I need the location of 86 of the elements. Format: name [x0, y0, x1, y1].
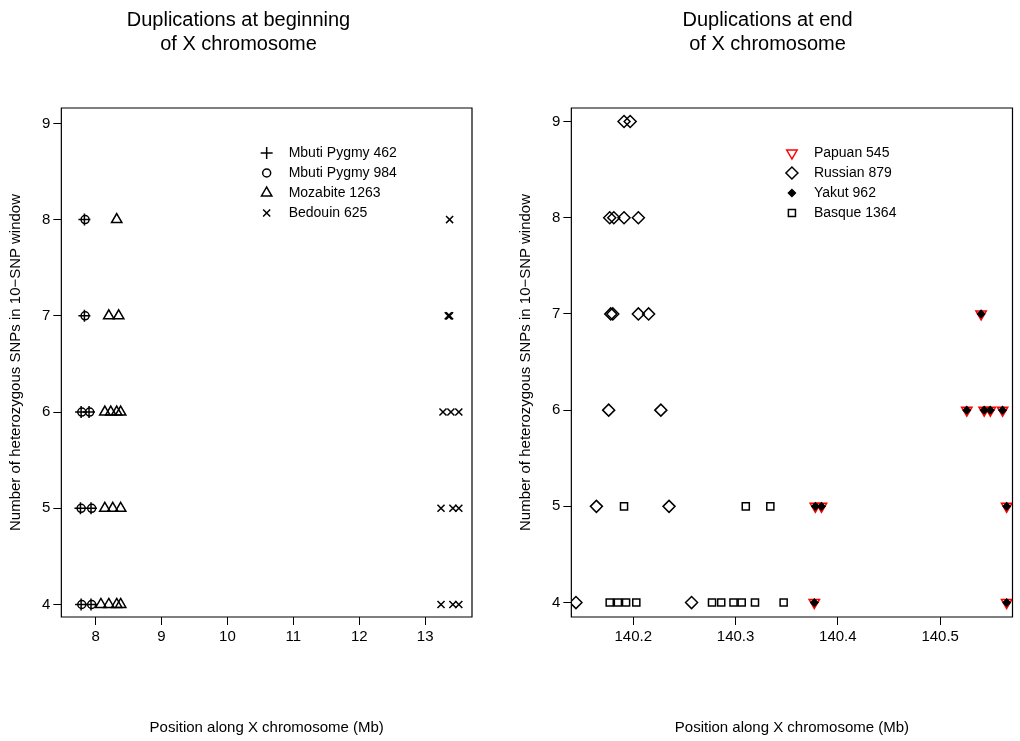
point — [601, 403, 616, 417]
point — [436, 503, 446, 513]
point — [98, 501, 111, 513]
y-tick-label: 8 — [42, 209, 51, 227]
point — [613, 598, 623, 607]
point — [438, 407, 448, 417]
point — [94, 597, 107, 609]
point — [631, 307, 646, 321]
point — [436, 600, 446, 609]
y-tick-label: 9 — [42, 113, 51, 131]
point — [729, 598, 738, 607]
x-tick-label: 8 — [91, 627, 100, 645]
point — [454, 600, 464, 609]
point — [619, 502, 629, 511]
point — [106, 501, 119, 513]
point — [684, 595, 699, 610]
point — [454, 407, 464, 417]
point — [454, 503, 464, 513]
y-tick-label: 5 — [552, 496, 561, 514]
point — [654, 403, 668, 417]
y-axis-title: Number of heterozygous SNPs in 10−SNP window — [516, 193, 534, 531]
point — [102, 309, 115, 320]
x-tick-label: 12 — [350, 627, 368, 645]
point — [112, 309, 125, 320]
point — [448, 503, 458, 513]
legend-label: Papuan 545 — [813, 143, 890, 160]
x-tick-label: 11 — [285, 627, 302, 645]
x-tick-label: 140.3 — [716, 627, 755, 645]
point — [737, 598, 746, 607]
point — [114, 597, 127, 609]
point — [741, 502, 751, 511]
legend-label: Bedouin 625 — [288, 203, 368, 220]
x-tick-label: 13 — [416, 627, 434, 645]
y-axis-title: Number of heterozygous SNPs in 10−SNP window — [6, 193, 24, 531]
point — [110, 405, 123, 416]
point — [641, 307, 656, 321]
x-tick-label: 10 — [219, 627, 236, 645]
y-tick-label: 9 — [552, 111, 561, 129]
point — [589, 499, 604, 514]
point — [617, 210, 631, 225]
point — [607, 210, 621, 225]
point — [621, 598, 631, 607]
x-tick-label: 9 — [157, 627, 166, 645]
point — [631, 210, 646, 225]
y-tick-label: 5 — [42, 498, 51, 516]
point — [779, 598, 788, 607]
x-tick-label: 140.2 — [614, 627, 653, 645]
point — [104, 405, 117, 416]
legend-label: Yakut 962 — [813, 183, 877, 200]
point — [102, 597, 115, 609]
point — [98, 405, 111, 416]
y-tick-label: 6 — [552, 400, 561, 418]
chart-title: Duplications at end of X chromosome — [682, 7, 853, 54]
point — [750, 598, 760, 607]
chart-title: Duplications at beginning of X chromosome — [126, 7, 351, 54]
point — [446, 407, 456, 417]
point — [632, 598, 641, 607]
point — [617, 114, 631, 129]
point — [114, 405, 127, 416]
x-axis-title: Position along X chromosome (Mb) — [149, 718, 384, 736]
point — [445, 215, 454, 224]
point — [707, 598, 717, 607]
legend-label: Mbuti Pygmy 984 — [288, 163, 398, 180]
y-tick-label: 4 — [42, 594, 51, 612]
point — [110, 597, 123, 609]
y-tick-label: 6 — [42, 402, 51, 420]
legend-label: Russian 879 — [813, 163, 892, 180]
y-tick-label: 7 — [42, 305, 51, 323]
point — [716, 598, 726, 607]
point — [110, 212, 123, 224]
legend-label: Mbuti Pygmy 462 — [288, 143, 398, 160]
point — [114, 501, 127, 513]
point — [605, 598, 614, 607]
x-tick-label: 140.4 — [819, 627, 857, 645]
x-tick-label: 140.5 — [921, 627, 959, 645]
point — [623, 114, 637, 129]
legend-label: Basque 1364 — [813, 203, 897, 220]
x-axis-title: Position along X chromosome (Mb) — [674, 718, 910, 736]
point — [602, 210, 617, 225]
legend-label: Mozabite 1263 — [288, 183, 381, 200]
point — [766, 502, 775, 511]
point — [448, 600, 458, 609]
y-tick-label: 4 — [552, 592, 561, 610]
y-tick-label: 8 — [552, 207, 561, 225]
y-tick-label: 7 — [552, 304, 561, 322]
point — [662, 499, 676, 514]
